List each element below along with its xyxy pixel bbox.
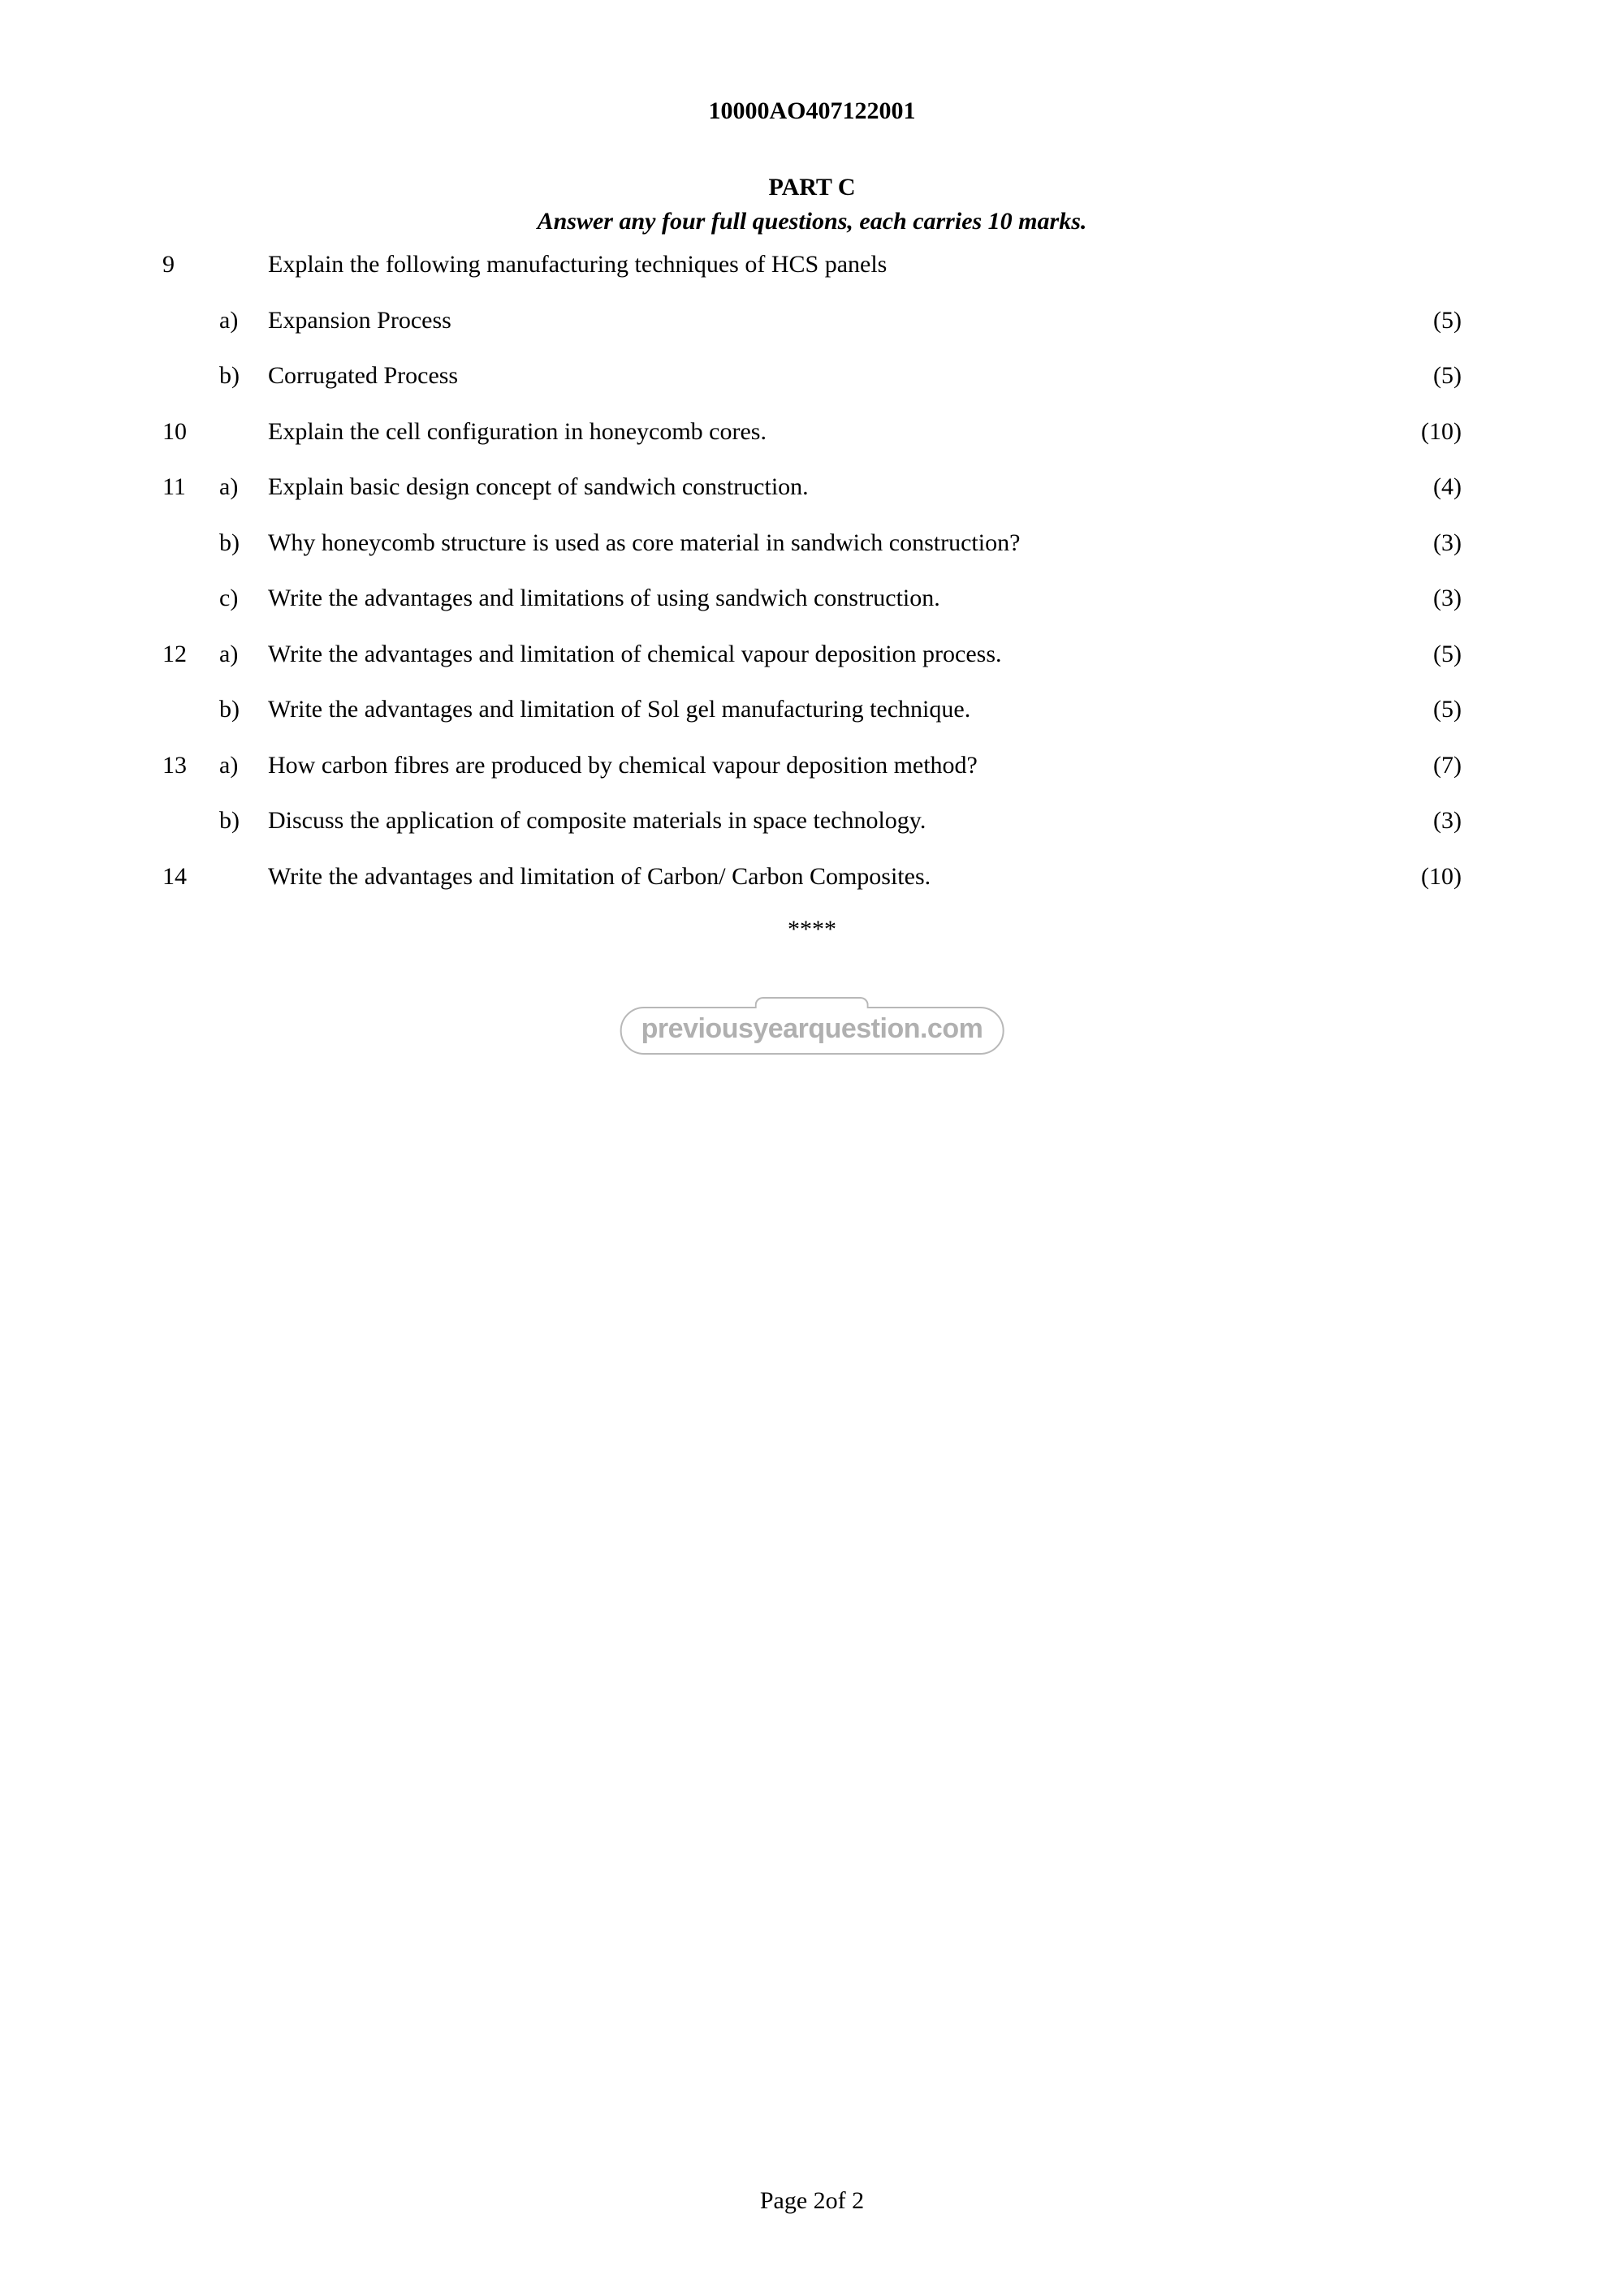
question-marks: (10) [1397, 416, 1462, 449]
question-sublabel: b) [219, 805, 268, 838]
question-marks: (3) [1397, 805, 1462, 838]
question-text: Explain the cell configuration in honeyc… [268, 416, 1397, 449]
question-marks: (3) [1397, 527, 1462, 560]
watermark-tab [755, 997, 869, 1008]
instruction-text: Answer any four full questions, each car… [162, 208, 1462, 235]
document-code: 10000AO407122001 [162, 97, 1462, 125]
question-row: b) Corrugated Process (5) [162, 360, 1462, 393]
question-sublabel: a) [219, 749, 268, 783]
question-text: Explain basic design concept of sandwich… [268, 471, 1397, 504]
question-row: 13 a) How carbon fibres are produced by … [162, 749, 1462, 783]
watermark-stamp: previousyearquestion.com [620, 1007, 1004, 1055]
question-text: Corrugated Process [268, 360, 1397, 393]
question-row: c) Write the advantages and limitations … [162, 582, 1462, 615]
end-marker: **** [162, 916, 1462, 943]
question-row: 11 a) Explain basic design concept of sa… [162, 471, 1462, 504]
part-title: PART C [162, 174, 1462, 201]
question-row: b) Why honeycomb structure is used as co… [162, 527, 1462, 560]
question-marks: (5) [1397, 304, 1462, 338]
question-text: Explain the following manufacturing tech… [268, 248, 1397, 282]
question-text: Write the advantages and limitation of c… [268, 638, 1397, 671]
question-number: 9 [162, 248, 219, 282]
question-text: Write the advantages and limitation of S… [268, 693, 1397, 727]
question-number: 14 [162, 861, 219, 894]
question-row: b) Discuss the application of composite … [162, 805, 1462, 838]
question-number: 12 [162, 638, 219, 671]
question-marks: (5) [1397, 693, 1462, 727]
watermark-text: previousyearquestion.com [641, 1013, 983, 1044]
question-text: Discuss the application of composite mat… [268, 805, 1397, 838]
question-text: How carbon fibres are produced by chemic… [268, 749, 1397, 783]
question-sublabel: b) [219, 360, 268, 393]
question-row: 14 Write the advantages and limitation o… [162, 861, 1462, 894]
questions-section: 9 Explain the following manufacturing te… [162, 248, 1462, 893]
question-number: 10 [162, 416, 219, 449]
question-marks: (5) [1397, 360, 1462, 393]
question-row: 10 Explain the cell configuration in hon… [162, 416, 1462, 449]
question-row: a) Expansion Process (5) [162, 304, 1462, 338]
question-marks: (5) [1397, 638, 1462, 671]
question-row: 12 a) Write the advantages and limitatio… [162, 638, 1462, 671]
question-sublabel: b) [219, 693, 268, 727]
question-marks: (4) [1397, 471, 1462, 504]
question-text: Why honeycomb structure is used as core … [268, 527, 1397, 560]
question-marks: (7) [1397, 749, 1462, 783]
question-number: 13 [162, 749, 219, 783]
question-text: Write the advantages and limitations of … [268, 582, 1397, 615]
question-row: 9 Explain the following manufacturing te… [162, 248, 1462, 282]
question-row: b) Write the advantages and limitation o… [162, 693, 1462, 727]
question-sublabel: a) [219, 471, 268, 504]
page-footer: Page 2of 2 [0, 2187, 1624, 2215]
question-sublabel: a) [219, 638, 268, 671]
question-marks: (3) [1397, 582, 1462, 615]
question-sublabel: c) [219, 582, 268, 615]
question-marks: (10) [1397, 861, 1462, 894]
question-sublabel: a) [219, 304, 268, 338]
question-number: 11 [162, 471, 219, 504]
question-sublabel: b) [219, 527, 268, 560]
question-text: Write the advantages and limitation of C… [268, 861, 1397, 894]
page-container: 10000AO407122001 PART C Answer any four … [0, 0, 1624, 2296]
question-text: Expansion Process [268, 304, 1397, 338]
